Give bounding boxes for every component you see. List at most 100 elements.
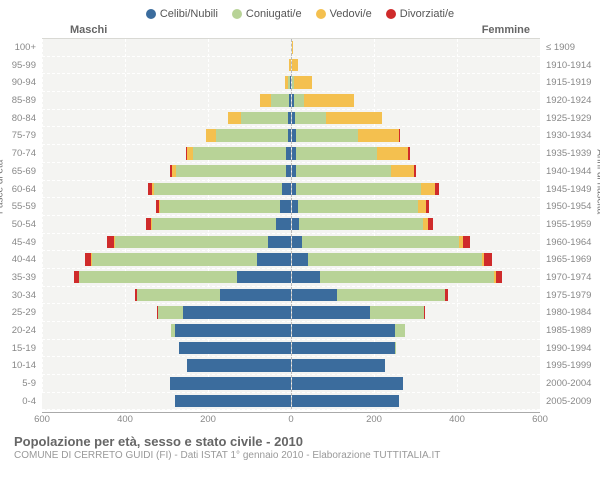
seg-single — [292, 306, 371, 319]
birth-label: 1980-1984 — [542, 304, 600, 322]
age-row: 60-641945-1949 — [42, 181, 540, 199]
legend-label: Divorziati/e — [400, 8, 454, 20]
male-half — [42, 340, 292, 357]
seg-married — [296, 165, 391, 178]
header-male: Maschi — [70, 24, 107, 36]
legend-item: Celibi/Nubili — [146, 8, 218, 20]
seg-married — [295, 112, 326, 125]
seg-single — [288, 129, 290, 142]
female-half — [292, 145, 541, 162]
seg-single — [286, 147, 290, 160]
seg-single — [292, 359, 385, 372]
birth-label: 1915-1919 — [542, 74, 600, 92]
header-female: Femmine — [482, 24, 530, 36]
seg-single — [187, 359, 291, 372]
age-row: 5-92000-2004 — [42, 375, 540, 393]
birth-label: 1975-1979 — [542, 287, 600, 305]
female-half — [292, 127, 541, 144]
male-half — [42, 322, 292, 339]
age-label: 75-79 — [0, 127, 40, 145]
age-label: 25-29 — [0, 304, 40, 322]
age-label: 5-9 — [0, 375, 40, 393]
female-half — [292, 216, 541, 233]
female-half — [292, 251, 541, 268]
male-half — [42, 216, 292, 233]
seg-single — [257, 253, 290, 266]
seg-married — [176, 165, 286, 178]
seg-widowed — [294, 76, 313, 89]
birth-label: 1955-1959 — [542, 216, 600, 234]
male-half — [42, 39, 292, 56]
age-label: 35-39 — [0, 269, 40, 287]
seg-married — [216, 129, 288, 142]
age-row: 90-941915-1919 — [42, 74, 540, 92]
age-label: 70-74 — [0, 145, 40, 163]
x-tick: 200 — [200, 414, 216, 425]
age-label: 95-99 — [0, 57, 40, 75]
seg-married — [137, 289, 220, 302]
legend-item: Vedovi/e — [316, 8, 372, 20]
seg-single — [292, 342, 396, 355]
seg-widowed — [289, 59, 290, 72]
male-half — [42, 57, 292, 74]
seg-widowed — [326, 112, 382, 125]
female-half — [292, 110, 541, 127]
age-label: 0-4 — [0, 393, 40, 411]
seg-married — [395, 324, 405, 337]
seg-divorced — [426, 200, 429, 213]
seg-widowed — [421, 183, 435, 196]
seg-single — [183, 306, 291, 319]
seg-divorced — [414, 165, 416, 178]
birth-label: 1945-1949 — [542, 181, 600, 199]
seg-single — [175, 324, 291, 337]
gender-header: Maschi Femmine — [0, 24, 600, 38]
seg-divorced — [463, 236, 470, 249]
birth-label: 1960-1964 — [542, 234, 600, 252]
birth-label: 1985-1989 — [542, 322, 600, 340]
age-label: 80-84 — [0, 110, 40, 128]
age-row: 15-191990-1994 — [42, 340, 540, 358]
female-half — [292, 322, 541, 339]
seg-widowed — [377, 147, 408, 160]
female-half — [292, 357, 541, 374]
female-half — [292, 181, 541, 198]
male-half — [42, 198, 292, 215]
female-half — [292, 163, 541, 180]
seg-widowed — [391, 165, 414, 178]
seg-single — [289, 94, 290, 107]
male-half — [42, 110, 292, 127]
seg-divorced — [484, 253, 491, 266]
birth-label: 2005-2009 — [542, 393, 600, 411]
seg-married — [296, 147, 377, 160]
seg-divorced — [424, 306, 425, 319]
female-half — [292, 340, 541, 357]
male-half — [42, 269, 292, 286]
seg-married — [298, 200, 418, 213]
seg-married — [302, 236, 459, 249]
footer: Popolazione per età, sesso e stato civil… — [0, 428, 600, 461]
age-row: 10-141995-1999 — [42, 357, 540, 375]
seg-single — [170, 377, 290, 390]
female-half — [292, 74, 541, 91]
age-row: 40-441965-1969 — [42, 251, 540, 269]
male-half — [42, 304, 292, 321]
male-half — [42, 375, 292, 392]
seg-single — [179, 342, 291, 355]
x-tick: 600 — [34, 414, 50, 425]
age-label: 100+ — [0, 39, 40, 57]
female-half — [292, 304, 541, 321]
seg-single — [292, 271, 321, 284]
male-half — [42, 287, 292, 304]
seg-married — [79, 271, 236, 284]
x-axis-male: 200400600 — [42, 413, 291, 428]
legend: Celibi/NubiliConiugati/eVedovi/eDivorzia… — [0, 0, 600, 24]
birth-label: 1970-1974 — [542, 269, 600, 287]
birth-label: 1935-1939 — [542, 145, 600, 163]
seg-single — [237, 271, 291, 284]
seg-widowed — [292, 59, 298, 72]
age-row: 100+≤ 1909 — [42, 39, 540, 57]
seg-married — [115, 236, 268, 249]
age-row: 80-841925-1929 — [42, 110, 540, 128]
seg-single — [292, 236, 302, 249]
seg-widowed — [358, 129, 399, 142]
